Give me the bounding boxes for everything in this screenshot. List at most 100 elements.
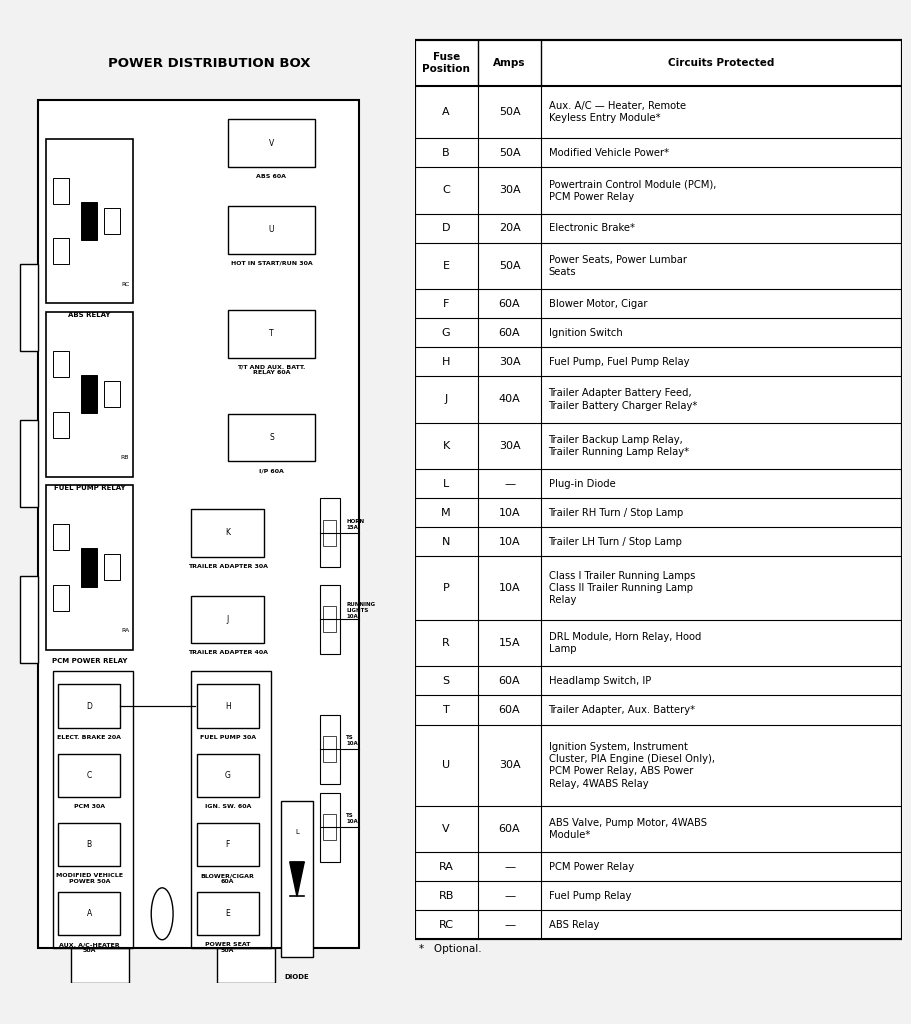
Text: T: T	[269, 330, 274, 338]
Text: ABS Relay: ABS Relay	[548, 920, 599, 930]
Bar	[53, 672, 133, 948]
Text: B: B	[443, 147, 450, 158]
Text: Trailer LH Turn / Stop Lamp: Trailer LH Turn / Stop Lamp	[548, 537, 682, 547]
Text: E: E	[225, 909, 230, 919]
Text: Aux. A/C — Heater, Remote
Keyless Entry Module*: Aux. A/C — Heater, Remote Keyless Entry …	[548, 101, 686, 123]
Bar	[81, 549, 97, 587]
Text: TS
10A: TS 10A	[346, 735, 358, 746]
Text: 30A: 30A	[498, 185, 520, 196]
Text: PCM Power Relay: PCM Power Relay	[548, 862, 634, 871]
Text: Trailer Adapter, Aux. Battery*: Trailer Adapter, Aux. Battery*	[548, 705, 696, 715]
Text: P: P	[443, 583, 449, 593]
Text: S: S	[443, 676, 450, 686]
Text: ELECT. BRAKE 20A: ELECT. BRAKE 20A	[57, 734, 121, 739]
Text: D: D	[442, 223, 450, 233]
Bar	[20, 420, 38, 507]
Text: T: T	[443, 705, 449, 715]
Bar	[46, 312, 133, 476]
Text: RC: RC	[439, 920, 454, 930]
Text: 60A: 60A	[498, 676, 520, 686]
Text: N: N	[442, 537, 450, 547]
Text: G: G	[442, 328, 451, 338]
Text: DIODE: DIODE	[284, 975, 310, 980]
Text: R: R	[443, 638, 450, 648]
Text: MODIFIED VEHICLE
POWER 50A: MODIFIED VEHICLE POWER 50A	[56, 873, 123, 884]
Text: G: G	[225, 771, 230, 779]
Text: 30A: 30A	[498, 760, 520, 770]
Text: K: K	[225, 528, 230, 538]
Text: 10A: 10A	[498, 583, 520, 593]
Text: —: —	[504, 891, 515, 901]
Text: Trailer RH Turn / Stop Lamp: Trailer RH Turn / Stop Lamp	[548, 508, 684, 518]
Text: F: F	[443, 299, 449, 308]
Text: 60A: 60A	[498, 824, 520, 834]
Text: RB: RB	[121, 455, 129, 460]
Text: FUEL PUMP 30A: FUEL PUMP 30A	[200, 734, 256, 739]
Text: Plug-in Diode: Plug-in Diode	[548, 478, 615, 488]
Text: —: —	[504, 920, 515, 930]
Bar	[38, 100, 359, 948]
Text: T/T AND AUX. BATT.
RELAY 60A: T/T AND AUX. BATT. RELAY 60A	[237, 365, 306, 375]
Bar	[46, 485, 133, 650]
Text: Trailer Backup Lamp Relay,
Trailer Running Lamp Relay*: Trailer Backup Lamp Relay, Trailer Runni…	[548, 434, 690, 457]
Bar	[323, 520, 336, 546]
Text: 50A: 50A	[498, 261, 520, 271]
Bar	[323, 606, 336, 633]
Bar	[281, 801, 313, 957]
Text: J: J	[445, 394, 448, 404]
Text: TRAILER ADAPTER 30A: TRAILER ADAPTER 30A	[188, 563, 268, 568]
Text: J: J	[227, 615, 229, 624]
Text: 50A: 50A	[498, 147, 520, 158]
Text: Modified Vehicle Power*: Modified Vehicle Power*	[548, 147, 669, 158]
Text: 40A: 40A	[498, 394, 520, 404]
Text: ABS Valve, Pump Motor, 4WABS
Module*: ABS Valve, Pump Motor, 4WABS Module*	[548, 818, 707, 840]
Text: TRAILER ADAPTER 40A: TRAILER ADAPTER 40A	[188, 650, 268, 655]
Bar	[323, 814, 336, 840]
Bar	[320, 585, 340, 654]
Text: *   Optional.: * Optional.	[419, 944, 482, 954]
Bar	[217, 948, 275, 983]
Text: Circuits Protected: Circuits Protected	[669, 57, 774, 68]
Bar	[320, 715, 340, 784]
Bar	[53, 178, 69, 204]
Polygon shape	[290, 862, 304, 896]
Text: —: —	[504, 862, 515, 871]
Text: C: C	[443, 185, 450, 196]
Text: D: D	[87, 701, 92, 711]
Bar	[58, 684, 120, 728]
Bar	[191, 509, 264, 557]
Bar	[81, 375, 97, 414]
Text: 10A: 10A	[498, 537, 520, 547]
Text: PCM POWER RELAY: PCM POWER RELAY	[52, 658, 127, 665]
Bar	[197, 684, 259, 728]
Bar	[104, 208, 120, 234]
Text: A: A	[443, 108, 450, 117]
Text: 10A: 10A	[498, 508, 520, 518]
Text: V: V	[269, 139, 274, 147]
Text: HOT IN START/RUN 30A: HOT IN START/RUN 30A	[230, 260, 312, 265]
Text: M: M	[441, 508, 451, 518]
Text: POWER DISTRIBUTION BOX: POWER DISTRIBUTION BOX	[108, 56, 311, 70]
Bar	[323, 736, 336, 762]
Bar	[53, 351, 69, 377]
Text: 60A: 60A	[498, 705, 520, 715]
Text: C: C	[87, 771, 92, 779]
Text: TS
10A: TS 10A	[346, 813, 358, 824]
Bar	[53, 239, 69, 264]
Bar	[197, 892, 259, 936]
Text: RB: RB	[438, 891, 454, 901]
Bar	[104, 555, 120, 581]
Text: 60A: 60A	[498, 299, 520, 308]
Bar	[228, 310, 315, 357]
Bar	[58, 823, 120, 866]
Bar	[58, 892, 120, 936]
Text: U: U	[442, 760, 450, 770]
Text: Power Seats, Power Lumbar
Seats: Power Seats, Power Lumbar Seats	[548, 255, 687, 278]
Text: DRL Module, Horn Relay, Hood
Lamp: DRL Module, Horn Relay, Hood Lamp	[548, 632, 701, 654]
Text: 60A: 60A	[498, 328, 520, 338]
Text: PCM 30A: PCM 30A	[74, 804, 105, 809]
Bar	[71, 948, 129, 983]
Bar	[320, 499, 340, 567]
Text: Powertrain Control Module (PCM),
PCM Power Relay: Powertrain Control Module (PCM), PCM Pow…	[548, 179, 716, 202]
Bar	[197, 754, 259, 797]
